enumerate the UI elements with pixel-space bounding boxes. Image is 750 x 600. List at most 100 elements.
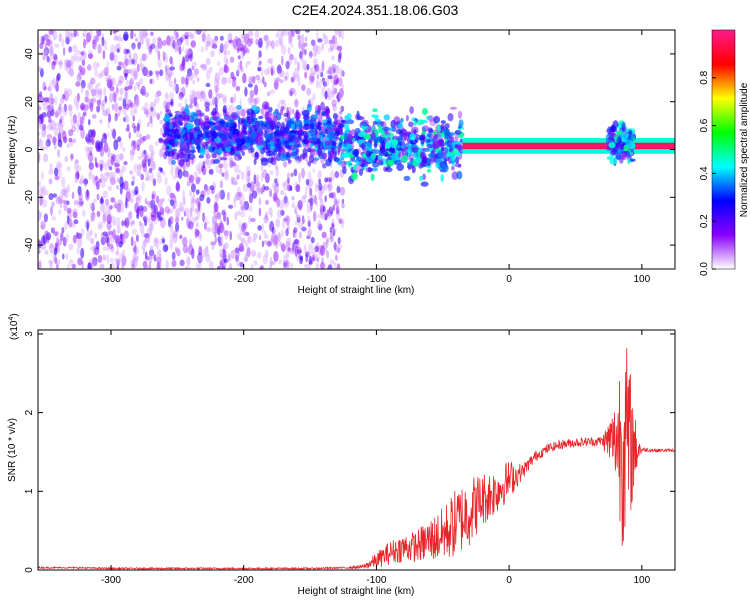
heatmap-cell	[43, 213, 49, 223]
heatmap-cell	[311, 133, 318, 143]
heatmap-cell	[118, 169, 124, 177]
heatmap-cell	[38, 139, 44, 149]
snr-scale-factor: (x104)	[8, 313, 20, 340]
heatmap-cell	[174, 110, 181, 114]
heatmap-cell	[217, 127, 222, 132]
heatmap-cell	[164, 65, 171, 71]
heatmap-cell	[112, 171, 116, 180]
heatmap-cell	[329, 44, 335, 52]
heatmap-cell	[258, 181, 261, 193]
heatmap-cell	[205, 82, 211, 88]
heatmap-cell	[93, 42, 97, 50]
heatmap-cell	[323, 35, 329, 45]
heatmap-cell	[309, 76, 314, 85]
heatmap-cell	[91, 88, 97, 97]
heatmap-cell	[228, 104, 234, 116]
heatmap-cell	[328, 206, 334, 214]
heatmap-cell	[50, 43, 53, 54]
heatmap-cell	[73, 30, 77, 38]
heatmap-cell	[38, 66, 42, 73]
heatmap-cell	[295, 184, 301, 193]
heatmap-cell	[341, 160, 347, 169]
heatmap-cell	[91, 174, 96, 183]
heatmap-cell	[193, 171, 198, 181]
heatmap-cell	[157, 254, 162, 263]
heatmap-cell	[139, 37, 144, 46]
heatmap-cell	[193, 96, 198, 107]
heatmap-cell	[142, 206, 148, 212]
heatmap-cell	[98, 141, 103, 152]
heatmap-cell	[74, 173, 78, 180]
heatmap-cell	[246, 38, 252, 47]
heatmap-cell	[231, 112, 239, 121]
heatmap-cell	[337, 145, 342, 153]
heatmap-cell	[52, 136, 56, 146]
heatmap-cell	[92, 257, 98, 266]
heatmap-cell	[56, 236, 59, 246]
heatmap-cell	[333, 241, 337, 251]
heatmap-cell	[384, 167, 393, 173]
heatmap-cell	[224, 169, 229, 179]
heatmap-cell	[172, 122, 177, 127]
heatmap-cell	[204, 185, 209, 193]
heatmap-cell	[218, 241, 223, 247]
heatmap-cell	[115, 237, 120, 247]
heatmap-cell	[195, 222, 199, 228]
heatmap-cell	[81, 209, 86, 217]
heatmap-cell	[149, 245, 154, 252]
heatmap-cell	[116, 265, 120, 269]
heatmap-cell	[218, 168, 223, 175]
heatmap-cell	[335, 254, 338, 261]
heatmap-cell	[41, 170, 44, 181]
heatmap-cell	[185, 158, 191, 168]
snr-frame	[37, 329, 676, 571]
heatmap-cell	[103, 190, 108, 199]
heatmap-cell	[229, 97, 234, 104]
heatmap-cell	[143, 266, 146, 269]
heatmap-cell	[266, 150, 274, 157]
heatmap-cell	[40, 212, 43, 218]
heatmap-cell	[257, 67, 262, 72]
heatmap-cell	[217, 236, 222, 243]
heatmap-cell	[217, 190, 222, 199]
heatmap-cell	[262, 254, 268, 265]
heatmap-cell	[306, 235, 311, 240]
heatmap-cell	[92, 39, 96, 50]
heatmap-cell	[173, 36, 178, 47]
heatmap-cell	[190, 183, 196, 193]
heatmap-cell	[313, 58, 318, 66]
heatmap-cell	[313, 64, 317, 70]
heatmap-cell	[76, 246, 80, 255]
heatmap-cell	[240, 33, 246, 40]
heatmap-cell	[79, 122, 83, 131]
heatmap-cell	[332, 81, 336, 91]
heatmap-cell	[66, 166, 71, 172]
heatmap-cell	[165, 109, 172, 113]
heatmap-cell	[314, 183, 319, 188]
heatmap-cell	[224, 230, 229, 237]
heatmap-cell	[363, 133, 372, 140]
heatmap-cell	[258, 197, 262, 206]
heatmap-cell	[372, 108, 378, 113]
heatmap-cell	[150, 121, 154, 128]
heatmap-cell	[365, 150, 372, 158]
heatmap-cell	[131, 228, 138, 235]
heatmap-cell	[130, 149, 136, 156]
heatmap-cell	[66, 264, 71, 269]
heatmap-cell	[98, 221, 104, 229]
heatmap-cell	[205, 253, 211, 263]
heatmap-cell	[320, 71, 324, 78]
heatmap-cell	[201, 249, 208, 258]
heatmap-cell	[239, 200, 243, 206]
heatmap-cell	[182, 244, 189, 254]
heatmap-cell	[94, 68, 98, 78]
heatmap-cell	[333, 261, 337, 269]
heatmap-cell	[153, 98, 157, 107]
heatmap-cell	[49, 40, 52, 48]
heatmap-cell	[279, 199, 285, 210]
heatmap-cell	[275, 138, 281, 142]
heatmap-cell	[332, 204, 336, 211]
heatmap-cell	[370, 136, 378, 141]
heatmap-cell	[221, 76, 227, 85]
heatmap-cell	[182, 162, 188, 170]
